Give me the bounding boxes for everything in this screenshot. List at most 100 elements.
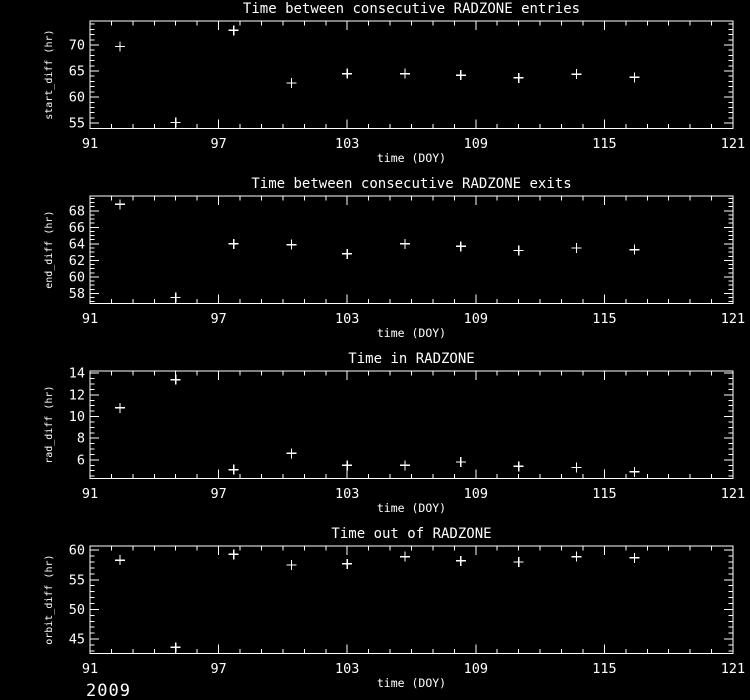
x-tick-label: 121 [721,311,745,327]
data-point-marker [571,462,582,473]
y-tick-label: 10 [69,409,85,425]
y-tick-label: 60 [69,269,85,285]
data-point-marker [115,41,126,52]
y-tick-label: 70 [69,37,85,53]
chart-title: Time out of RADZONE [331,526,491,542]
data-point-marker [286,77,297,88]
x-tick-label: 121 [721,486,745,502]
data-point-marker [228,549,239,560]
x-tick-label: 91 [82,311,98,327]
y-tick-label: 62 [69,253,85,269]
data-point-marker [513,461,524,472]
y-tick-label: 55 [69,572,85,588]
x-axis-label: time (DOY) [377,326,446,340]
data-point-marker [455,70,466,81]
y-tick-label: 58 [69,286,85,302]
x-axis-label: time (DOY) [377,151,446,165]
data-point-marker [342,68,353,79]
y-tick-label: 65 [69,64,85,80]
x-tick-label: 103 [335,486,359,502]
data-point-marker [286,559,297,570]
data-point-marker [170,642,181,653]
data-point-marker [286,239,297,250]
data-point-marker [115,199,126,210]
x-tick-label: 97 [210,486,226,502]
data-point-marker [170,374,181,385]
x-tick-label: 97 [210,136,226,152]
data-point-marker [513,557,524,568]
data-point-marker [571,69,582,80]
y-tick-label: 55 [69,116,85,132]
y-axis-label: start_diff (hr) [44,29,55,119]
x-tick-label: 109 [464,311,488,327]
x-tick-label: 91 [82,661,98,677]
y-tick-label: 68 [69,203,85,219]
data-point-marker [513,245,524,256]
data-point-marker [286,448,297,459]
data-point-marker [228,238,239,249]
chart-panel-3: 91 97 103 109 115 121 6 8 10 12 14 Time in RADZONE t… [44,351,745,515]
x-tick-label: 103 [335,661,359,677]
y-tick-label: 60 [69,543,85,559]
y-axis-label: end_diff (hr) [44,211,55,289]
x-tick-label: 91 [82,136,98,152]
chart-panel-1: 91 97 103 109 115 121 55 60 65 70 Time between con… [44,1,745,165]
data-point-marker [115,402,126,413]
x-tick-label: 103 [335,311,359,327]
x-tick-label: 109 [464,661,488,677]
chart-title: Time in RADZONE [348,351,474,367]
y-tick-label: 66 [69,220,85,236]
data-point-marker [228,464,239,475]
plot-box [89,545,734,654]
x-axis-label: time (DOY) [377,501,446,515]
data-point-marker [170,292,181,303]
y-tick-label: 50 [69,602,85,618]
data-point-marker [115,555,126,566]
x-tick-label: 115 [592,136,616,152]
x-tick-label: 115 [592,486,616,502]
data-point-marker [455,555,466,566]
data-point-marker [400,551,411,562]
y-tick-label: 14 [69,366,85,382]
data-point-marker [170,117,181,128]
data-point-marker [629,244,640,255]
data-point-marker [400,460,411,471]
chart-title: Time between consecutive RADZONE entries [243,1,580,17]
data-point-marker [342,248,353,259]
data-point-marker [400,68,411,79]
data-point-marker [228,25,239,36]
x-axis-label: time (DOY) [377,676,446,690]
data-point-marker [629,72,640,83]
y-tick-label: 6 [77,452,85,468]
data-point-marker [571,551,582,562]
data-point-marker [455,241,466,252]
data-point-marker [629,466,640,477]
data-point-marker [571,242,582,253]
data-point-marker [455,457,466,468]
y-tick-label: 45 [69,632,85,648]
x-tick-label: 115 [592,311,616,327]
plot-box [89,20,734,129]
x-tick-label: 109 [464,486,488,502]
plot-box [89,370,734,479]
y-tick-label: 64 [69,236,85,252]
x-tick-label: 97 [210,661,226,677]
data-point-marker [342,558,353,569]
y-tick-label: 60 [69,90,85,106]
y-axis-label: rad_diff (hr) [44,386,55,464]
x-tick-label: 121 [721,136,745,152]
x-tick-label: 91 [82,486,98,502]
y-tick-label: 12 [69,387,85,403]
data-point-marker [400,238,411,249]
x-tick-label: 103 [335,136,359,152]
x-tick-label: 109 [464,136,488,152]
data-point-marker [342,460,353,471]
x-tick-label: 121 [721,661,745,677]
chart-panel-4: 91 97 103 109 115 121 45 50 55 60 Time out of RADZ… [44,526,745,690]
x-tick-label: 115 [592,661,616,677]
y-axis-label: orbit_diff (hr) [44,554,55,644]
chart-title: Time between consecutive RADZONE exits [251,176,571,192]
